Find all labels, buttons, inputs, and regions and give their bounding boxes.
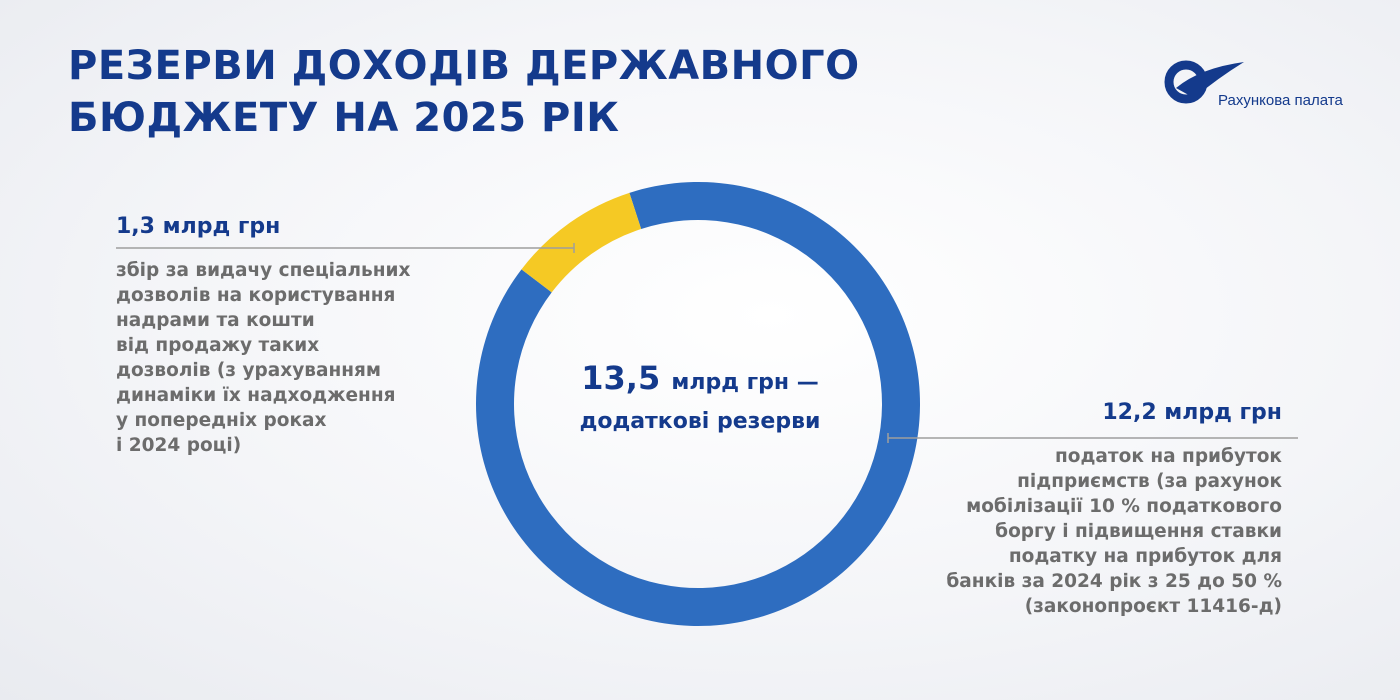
desc-line: банків за 2024 рік з 25 до 50 % [946,571,1282,592]
desc-line: у попередніх роках [116,410,327,431]
desc-line: динаміки їх надходження [116,385,396,406]
slice-value-yellow: 1,3 млрд грн [116,214,281,239]
total-unit: млрд грн — [671,370,819,395]
total-value: 13,5 [581,359,661,397]
page-title: РЕЗЕРВИ ДОХОДІВ ДЕРЖАВНОГО БЮДЖЕТУ НА 20… [68,40,860,144]
title-line-2: БЮДЖЕТУ НА 2025 РІК [68,95,620,141]
donut-center-label: 13,5 млрд грн — додаткові резерви [520,356,880,439]
desc-line: (законопроєкт 11416-д) [1024,596,1282,617]
logo-text: Рахункова палата [1218,92,1343,109]
slice-value-blue: 12,2 млрд грн [1102,400,1282,425]
desc-line: збір за видачу спеціальних [116,260,411,281]
slice-description-yellow: збір за видачу спеціальних дозволів на к… [116,258,410,458]
logo-icon [1164,60,1244,104]
title-line-1: РЕЗЕРВИ ДОХОДІВ ДЕРЖАВНОГО [68,43,860,89]
desc-line: і 2024 році) [116,435,242,456]
desc-line: боргу і підвищення ставки [995,521,1282,542]
slice-description-blue: податок на прибуток підприємств (за раху… [946,444,1282,619]
desc-line: податок на прибуток [1054,446,1282,467]
desc-line: надрами та кошти [116,310,315,331]
desc-line: мобілізації 10 % податкового [966,496,1282,517]
slice-yellow [521,192,642,293]
total-label: додаткові резерви [579,409,821,434]
desc-line: підприємств (за рахунок [1017,471,1282,492]
desc-line: податку на прибуток для [1008,546,1282,567]
desc-line: дозволів на користування [116,285,396,306]
desc-line: дозволів (з урахуванням [116,360,382,381]
desc-line: від продажу таких [116,335,320,356]
